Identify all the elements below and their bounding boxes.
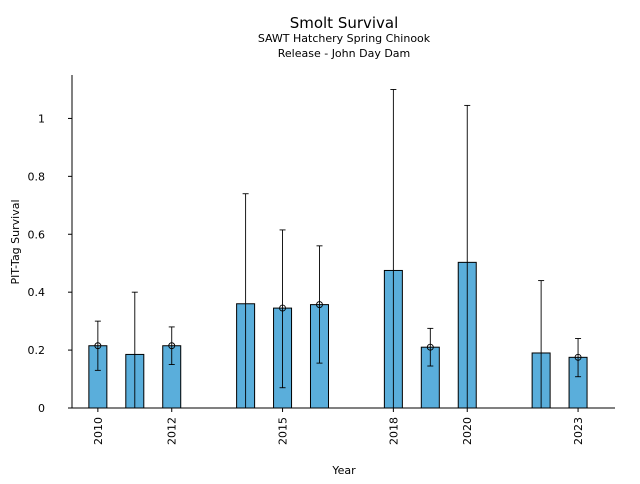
x-axis-label: Year [331, 464, 356, 477]
x-tick-label: 2018 [387, 417, 400, 445]
x-tick-label: 2020 [461, 417, 474, 445]
y-axis-label: PIT-Tag Survival [9, 199, 22, 284]
point-marker-2015 [279, 304, 287, 312]
y-tick-label: 1 [38, 112, 45, 125]
point-marker-2012 [168, 342, 176, 350]
y-tick-label: 0.6 [28, 228, 46, 241]
y-tick-label: 0.2 [28, 344, 46, 357]
x-tick-label: 2012 [166, 417, 179, 445]
x-tick-label: 2023 [572, 417, 585, 445]
chart-subtitle-line-2: Release - John Day Dam [278, 47, 411, 60]
point-marker-2023 [574, 353, 582, 361]
y-tick-label: 0.8 [28, 170, 46, 183]
point-marker-2019 [426, 343, 434, 351]
y-tick-label: 0 [38, 402, 45, 415]
chart-title: Smolt Survival [290, 14, 399, 32]
chart-subtitle-line-1: SAWT Hatchery Spring Chinook [258, 32, 431, 45]
x-tick-label: 2015 [277, 417, 290, 445]
point-marker-2010 [94, 342, 102, 350]
x-tick-label: 2010 [92, 417, 105, 445]
y-tick-label: 0.4 [28, 286, 46, 299]
plot-area: 0 0.2 0.4 0.6 0.8 1 2010 2012 2015 2018 2020 2023 [28, 75, 615, 445]
point-marker-2016 [316, 301, 323, 309]
